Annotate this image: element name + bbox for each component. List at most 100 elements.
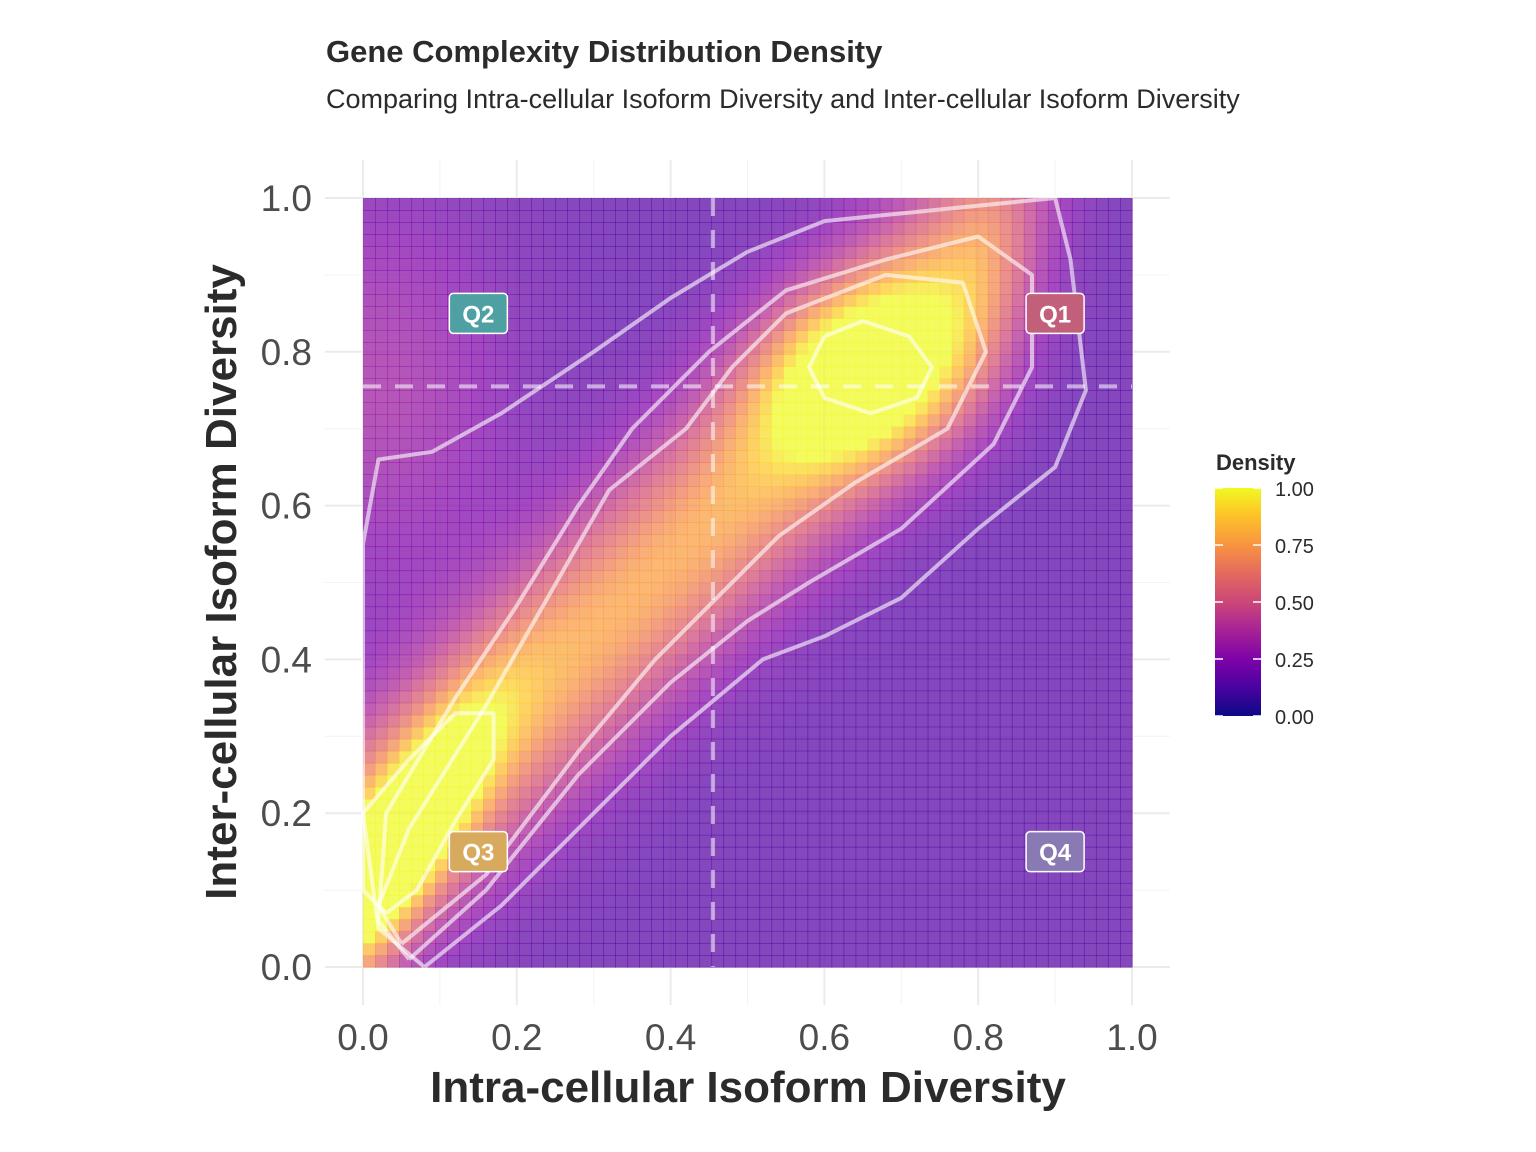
density-cell xyxy=(687,510,701,524)
density-cell xyxy=(543,666,556,680)
density-cell xyxy=(915,714,929,728)
density-cell xyxy=(1011,702,1025,716)
density-cell xyxy=(915,594,929,608)
density-cell xyxy=(795,894,809,908)
density-cell xyxy=(1047,882,1061,896)
density-cell xyxy=(483,942,496,956)
density-cell xyxy=(531,894,544,908)
density-cell xyxy=(531,462,544,475)
density-cell xyxy=(819,546,833,560)
density-cell xyxy=(555,702,568,716)
density-cell xyxy=(699,294,713,307)
density-cell xyxy=(663,366,677,379)
density-cell xyxy=(795,234,809,247)
density-cell xyxy=(831,438,845,451)
density-cell xyxy=(747,198,761,211)
density-cell xyxy=(387,270,400,283)
density-cell xyxy=(831,222,845,235)
density-cell xyxy=(675,390,689,403)
density-cell xyxy=(951,510,965,524)
density-cell xyxy=(675,786,689,800)
density-cell xyxy=(507,414,520,427)
density-cell xyxy=(855,390,869,403)
density-cell xyxy=(507,750,520,764)
density-cell xyxy=(927,894,941,908)
density-cell xyxy=(903,366,917,379)
density-cell xyxy=(987,846,1001,860)
density-cell xyxy=(723,558,737,572)
density-cell xyxy=(963,462,977,475)
density-cell xyxy=(1107,390,1121,403)
density-cell xyxy=(855,366,869,379)
density-cell xyxy=(435,894,448,908)
density-cell xyxy=(1119,438,1133,451)
density-cell xyxy=(1011,594,1025,608)
density-cell xyxy=(1083,714,1097,728)
density-cell xyxy=(1083,282,1097,295)
density-cell xyxy=(495,474,508,487)
density-cell xyxy=(1107,786,1121,800)
density-cell xyxy=(411,426,424,439)
density-cell xyxy=(831,306,845,319)
density-cell xyxy=(363,330,376,343)
density-cell xyxy=(651,786,664,800)
density-cell xyxy=(951,906,965,920)
density-cell xyxy=(447,570,460,584)
density-cell xyxy=(411,786,424,800)
density-cell xyxy=(531,678,544,692)
density-cell xyxy=(423,462,436,475)
density-cell xyxy=(591,954,604,968)
density-cell xyxy=(591,222,604,235)
density-cell xyxy=(459,534,472,548)
density-cell xyxy=(759,822,773,836)
density-cell xyxy=(963,630,977,644)
density-cell xyxy=(447,870,460,884)
density-cell xyxy=(531,930,544,944)
density-cell xyxy=(963,774,977,788)
density-cell xyxy=(567,318,580,331)
density-cell xyxy=(363,450,376,463)
density-cell xyxy=(867,750,881,764)
density-cell xyxy=(879,486,893,499)
density-cell xyxy=(543,618,556,632)
density-cell xyxy=(699,546,713,560)
density-cell xyxy=(519,774,532,788)
density-cell xyxy=(555,642,568,656)
density-cell xyxy=(639,882,652,896)
density-cell xyxy=(1011,318,1025,331)
density-cell xyxy=(627,306,640,319)
density-cell xyxy=(1107,474,1121,487)
density-cell xyxy=(951,678,965,692)
density-cell xyxy=(855,714,869,728)
density-cell xyxy=(687,450,701,463)
density-cell xyxy=(975,894,989,908)
density-cell xyxy=(615,366,628,379)
density-cell xyxy=(627,954,640,968)
reference-lines xyxy=(363,198,1132,967)
density-cell xyxy=(675,678,689,692)
density-cell xyxy=(927,474,941,487)
density-cell xyxy=(531,690,544,704)
density-cell xyxy=(603,834,616,848)
density-cell xyxy=(807,822,821,836)
density-cell xyxy=(531,306,544,319)
density-cell xyxy=(711,570,725,584)
density-cell xyxy=(987,774,1001,788)
density-cell xyxy=(507,630,520,644)
density-cell xyxy=(375,234,388,247)
density-cell xyxy=(735,822,749,836)
density-cell xyxy=(663,258,677,271)
density-cell xyxy=(591,390,604,403)
density-cell xyxy=(1083,846,1097,860)
density-cell xyxy=(603,522,616,536)
density-cell xyxy=(363,366,376,379)
density-cell xyxy=(459,810,472,824)
density-cell xyxy=(807,666,821,680)
density-cell xyxy=(591,774,604,788)
density-cell xyxy=(951,858,965,872)
density-cell xyxy=(663,318,677,331)
density-cell xyxy=(411,510,424,524)
density-cell xyxy=(963,870,977,884)
density-cell xyxy=(927,762,941,776)
density-cell xyxy=(1047,690,1061,704)
